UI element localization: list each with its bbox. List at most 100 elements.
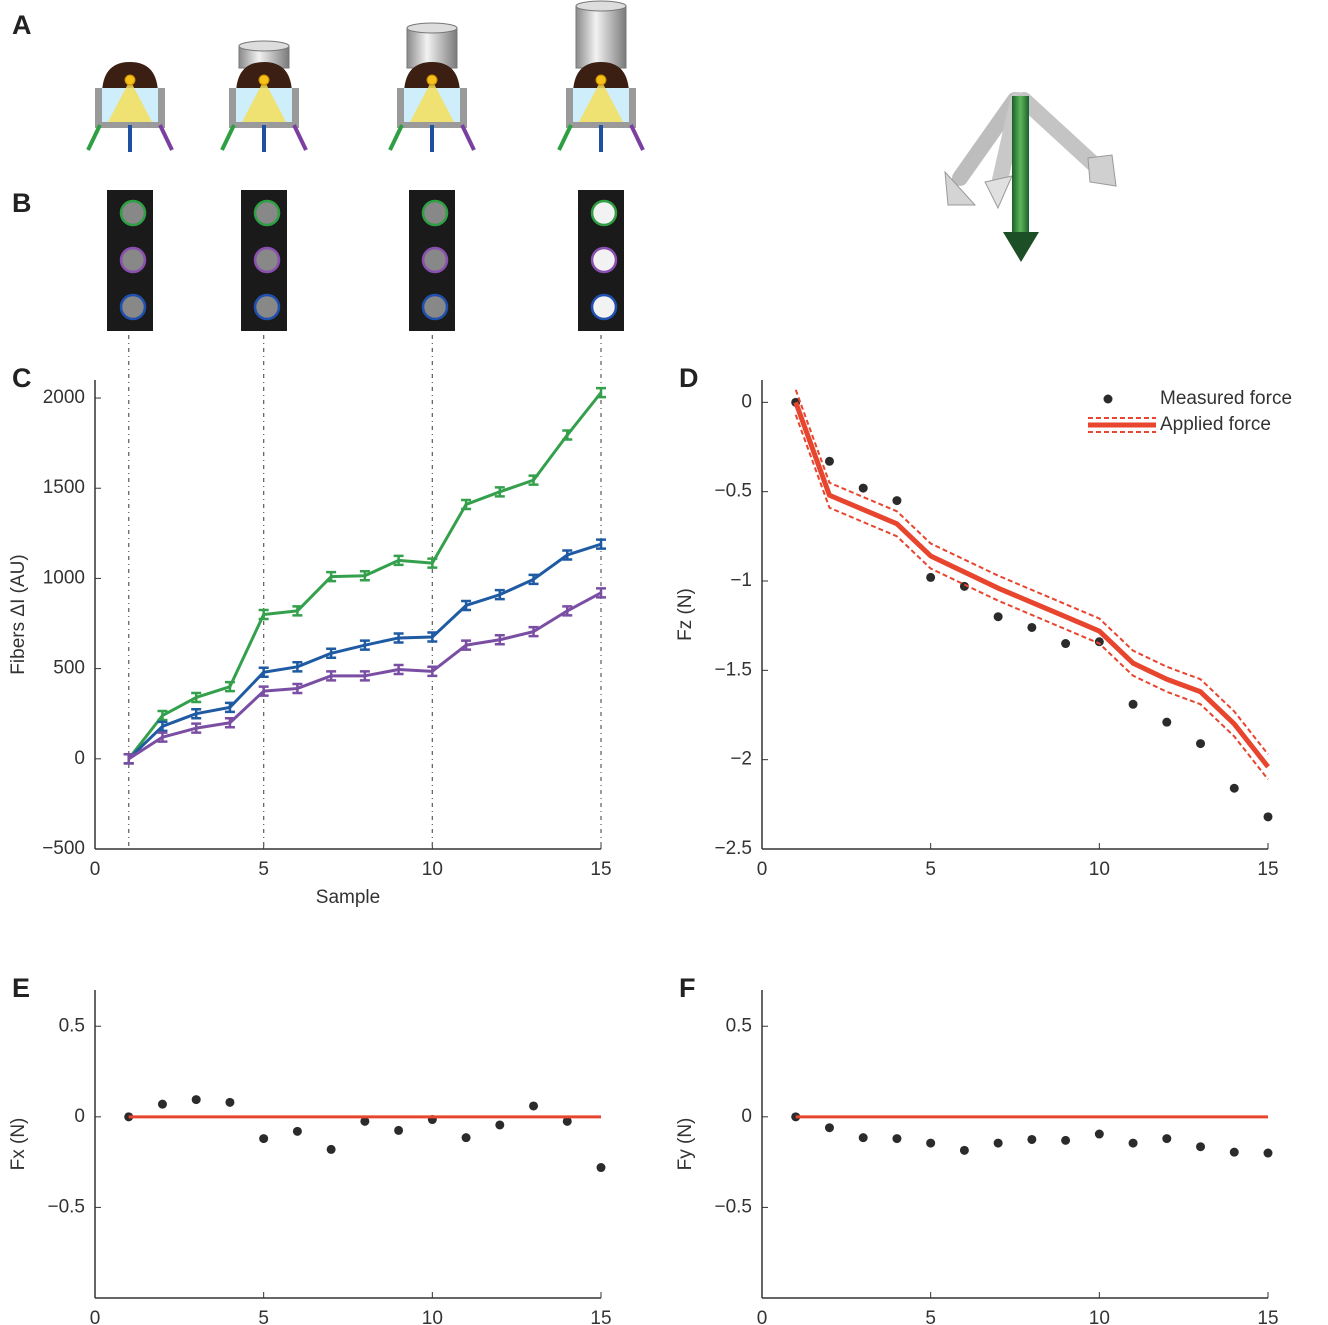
fiber-ring (119, 293, 147, 321)
fiber-spot (424, 296, 446, 318)
point (259, 1134, 269, 1144)
fiber-ring (421, 246, 449, 274)
error-bar (224, 680, 235, 693)
y-tick-label: −2.5 (714, 838, 752, 859)
force-arrows (944, 92, 1117, 262)
point (959, 581, 969, 591)
panel-label: F (679, 973, 696, 1003)
error-bar (224, 701, 235, 714)
y-axis-label: Fy (N) (675, 1118, 696, 1171)
x-tick-label: 15 (590, 1308, 611, 1325)
fiber-spot (122, 296, 144, 318)
fiber-ring (253, 246, 281, 274)
error-bar (157, 731, 168, 743)
point (824, 456, 834, 466)
panel-label: E (12, 973, 30, 1003)
error-bar (596, 386, 606, 399)
error-bar (461, 639, 472, 651)
fiber (557, 124, 573, 151)
x-tick-label: 10 (422, 1308, 443, 1325)
point (824, 1123, 834, 1133)
point (1061, 639, 1071, 649)
point (1162, 1134, 1172, 1144)
fiber-spot (122, 249, 144, 271)
weight (406, 27, 458, 69)
band-line (794, 389, 1269, 755)
legend-label: Measured force (1160, 388, 1292, 409)
x-tick-label: 15 (1257, 1308, 1278, 1325)
y-tick-label: −0.5 (714, 481, 752, 502)
panel-label: D (679, 363, 699, 393)
error-bar (191, 707, 202, 720)
point (993, 1138, 1003, 1148)
x-tick-label: 15 (1257, 859, 1278, 880)
y-axis-label: Fz (N) (675, 588, 696, 641)
y-tick-label: 500 (53, 658, 85, 679)
error-bar (562, 549, 573, 561)
led (258, 74, 270, 86)
fiber (220, 124, 236, 151)
point (1196, 1142, 1206, 1152)
arrow-shaft (1016, 92, 1106, 176)
error-bar (157, 709, 168, 722)
fiber-ring (421, 293, 449, 321)
arrow-shaft (1012, 96, 1029, 236)
point (926, 1138, 936, 1148)
error-bar (528, 573, 539, 586)
error-bar (427, 631, 438, 643)
light (579, 80, 623, 122)
x-tick-label: 5 (258, 1308, 269, 1325)
fiber-spot (256, 296, 278, 318)
point (1027, 622, 1037, 632)
fiber (629, 124, 645, 151)
x-tick-label: 0 (757, 1308, 768, 1325)
arrow-head (984, 175, 1013, 210)
fiber-spot (424, 202, 446, 224)
light (108, 80, 152, 122)
point (529, 1101, 539, 1111)
error-bar (393, 554, 404, 567)
point (1094, 1129, 1104, 1139)
error-bar (359, 639, 370, 651)
y-axis-label: Fibers ΔI (AU) (8, 554, 29, 674)
panel-label: C (12, 363, 32, 393)
error-bar (123, 753, 134, 765)
error-bar (427, 665, 438, 678)
error-bar (292, 661, 303, 673)
y-tick-label: −0.5 (714, 1196, 752, 1217)
y-tick-label: 0.5 (59, 1015, 85, 1036)
error-bar (494, 633, 505, 646)
error-bar (292, 682, 303, 695)
x-tick-label: 0 (90, 859, 101, 880)
point (892, 1134, 902, 1144)
fiber-ring (253, 199, 281, 227)
point (495, 1120, 505, 1130)
point (292, 1126, 302, 1136)
fiber-ring (421, 199, 449, 227)
x-tick-label: 5 (925, 859, 936, 880)
point (1094, 637, 1104, 647)
point (1229, 1147, 1239, 1157)
y-tick-label: −0.5 (47, 1196, 85, 1217)
error-bar (393, 663, 404, 676)
fiber-spot (593, 249, 615, 271)
x-axis-label: Sample (316, 887, 380, 908)
error-bar (157, 720, 168, 733)
point (1263, 1148, 1273, 1158)
fiber-spot (424, 249, 446, 271)
point (892, 496, 902, 506)
fiber-spot (593, 296, 615, 318)
weight-top (575, 0, 627, 12)
point (1128, 1138, 1138, 1148)
error-bar (258, 608, 269, 621)
weight (575, 5, 627, 69)
weight-top (406, 22, 458, 34)
x-tick-label: 0 (90, 1308, 101, 1325)
point (926, 572, 936, 582)
fiber-spot (256, 249, 278, 271)
y-tick-label: 2000 (43, 387, 85, 408)
error-bar (596, 538, 606, 550)
fiber (158, 124, 174, 151)
panel-label: A (12, 10, 32, 40)
